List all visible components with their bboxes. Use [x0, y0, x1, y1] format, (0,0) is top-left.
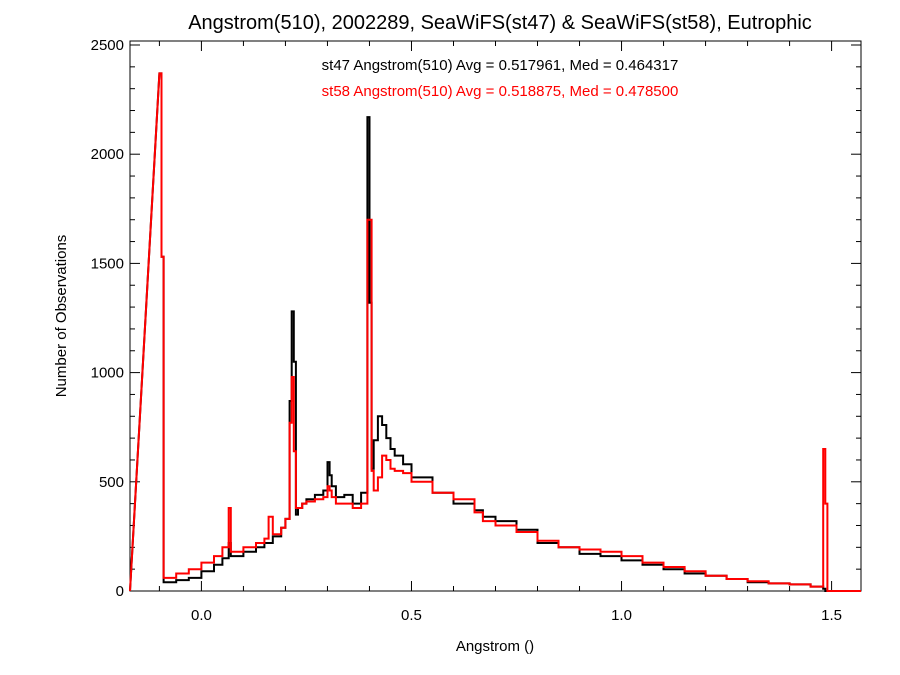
y-tick-label: 2000 [91, 146, 124, 163]
y-tick-label: 1500 [91, 255, 124, 272]
histogram-series-st47 [129, 72, 861, 592]
x-tick-label: 1.5 [821, 607, 842, 624]
x-axis-title: Angstrom () [456, 638, 534, 655]
series-layer [129, 72, 861, 592]
y-tick-label: 0 [116, 583, 124, 600]
y-tick-label: 2500 [91, 37, 124, 54]
chart-title: Angstrom(510), 2002289, SeaWiFS(st47) & … [188, 12, 812, 34]
y-axis: 0 500 1000 1500 2000 2500 [91, 37, 861, 600]
x-tick-label: 0.0 [191, 607, 212, 624]
y-tick-label: 500 [99, 474, 124, 491]
annotation-st58: st58 Angstrom(510) Avg = 0.518875, Med =… [322, 83, 679, 100]
x-tick-label: 0.5 [401, 607, 422, 624]
histogram-series-st58 [129, 72, 861, 592]
x-axis: 0.0 0.5 1.0 1.5 [158, 41, 842, 624]
y-tick-label: 1000 [91, 365, 124, 382]
x-tick-label: 1.0 [611, 607, 632, 624]
y-axis-title: Number of Observations [53, 235, 70, 398]
annotation-st47: st47 Angstrom(510) Avg = 0.517961, Med =… [322, 57, 679, 74]
